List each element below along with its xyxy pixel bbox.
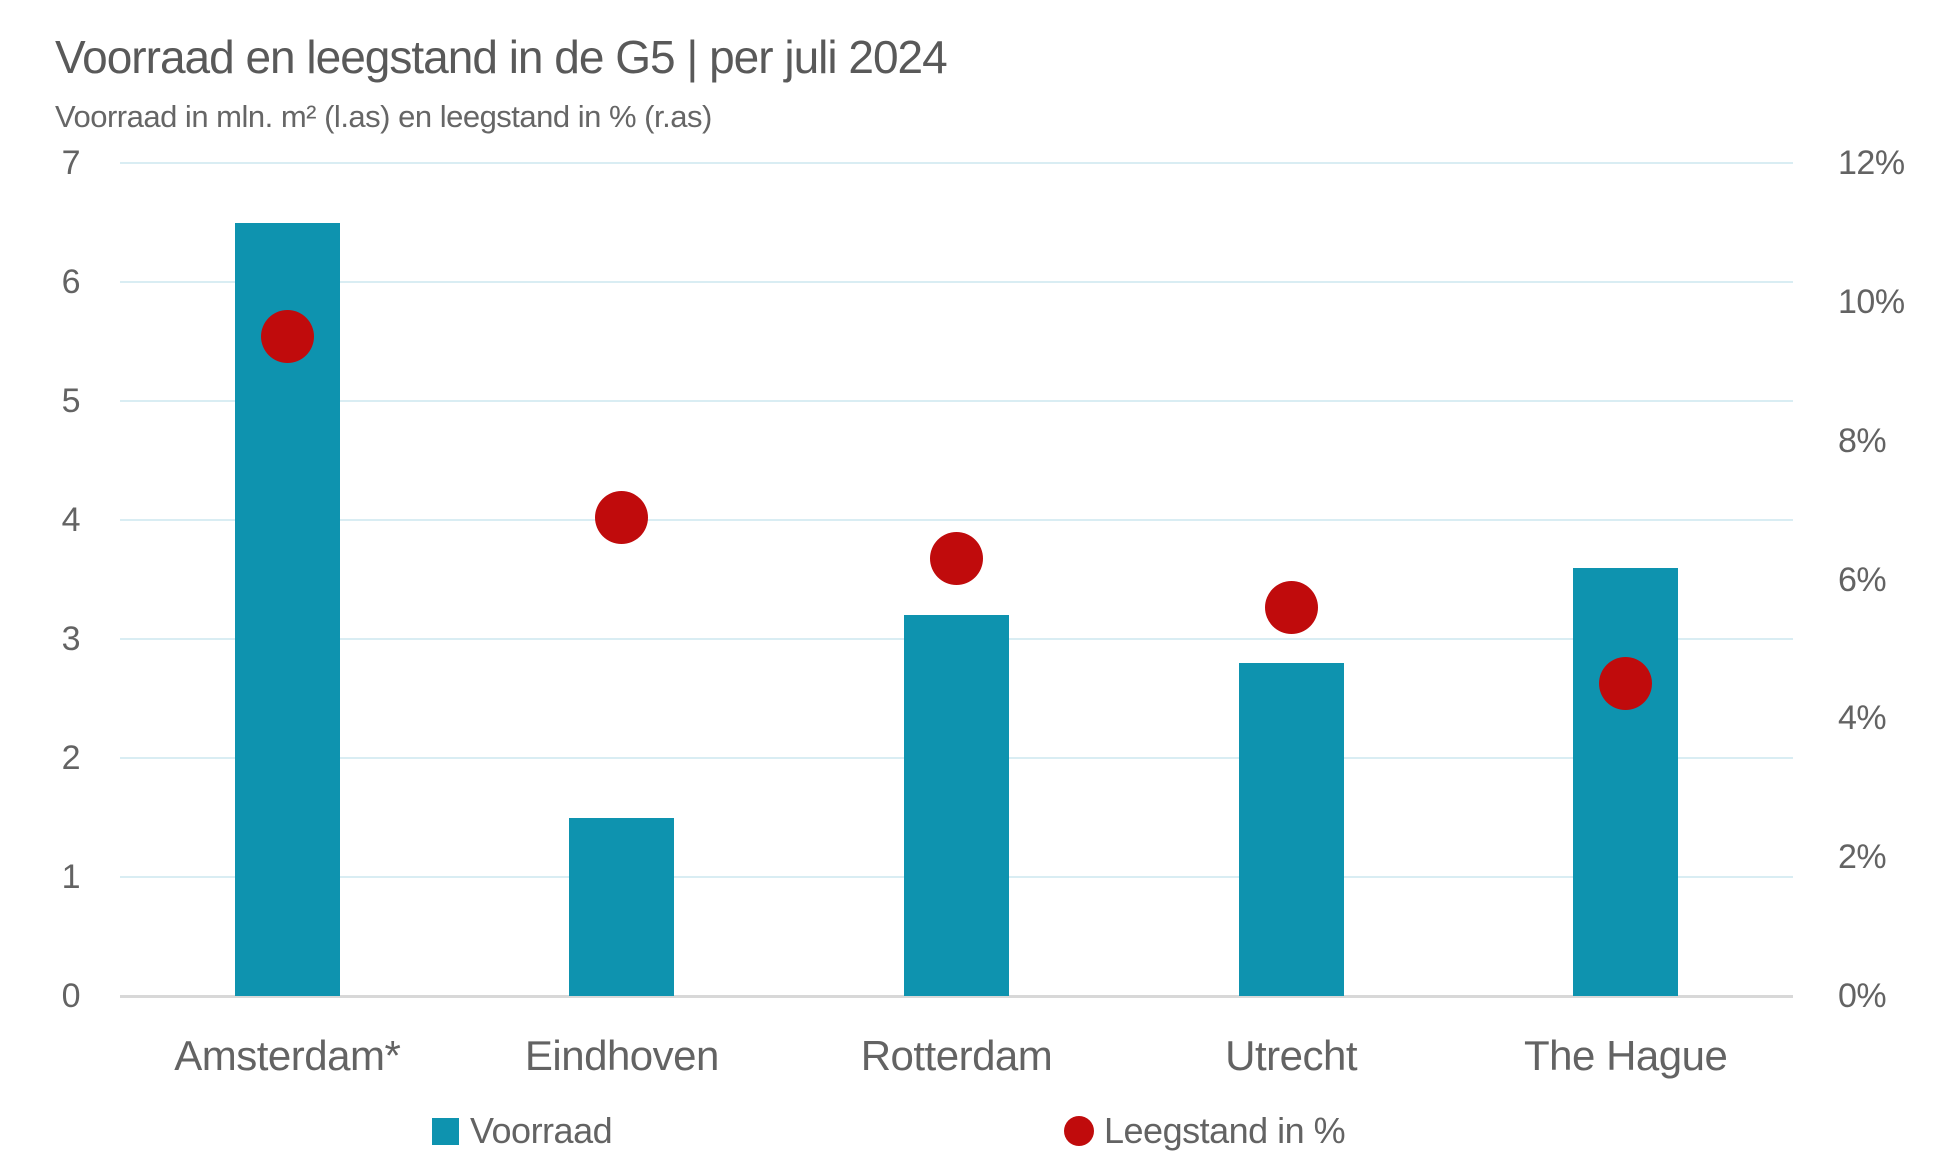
right-axis-tick: 4% — [1838, 699, 1887, 738]
dot-leegstand — [1599, 657, 1653, 711]
legend-voorraad-label: Voorraad — [470, 1110, 613, 1151]
gridline — [120, 162, 1793, 164]
chart-title: Voorraad en leegstand in de G5 | per jul… — [55, 31, 948, 83]
category-label: Utrecht — [1225, 1032, 1358, 1079]
left-axis-tick: 4 — [61, 501, 81, 539]
zero-axis-line — [120, 995, 1793, 998]
left-axis-tick: 2 — [61, 739, 81, 777]
dot-leegstand — [260, 310, 314, 364]
right-axis-tick: 0% — [1838, 977, 1887, 1015]
gridline — [120, 519, 1793, 521]
dot-leegstand — [595, 490, 649, 544]
left-axis-tick: 1 — [61, 858, 81, 896]
left-axis-tick: 5 — [61, 382, 81, 420]
chart-subtitle: Voorraad in mln. m² (l.as) en leegstand … — [55, 99, 712, 134]
bar-voorraad — [1238, 662, 1344, 996]
legend-leegstand-label: Leegstand in % — [1104, 1110, 1346, 1151]
category-label: Amsterdam* — [174, 1032, 401, 1079]
left-axis-tick: 6 — [61, 263, 81, 301]
left-axis-tick: 3 — [61, 620, 81, 658]
plot-area — [120, 162, 1793, 998]
bar-voorraad — [904, 615, 1009, 996]
bar-voorraad — [569, 817, 675, 996]
right-axis-tick: 2% — [1838, 838, 1887, 877]
legend-voorraad-swatch — [432, 1118, 459, 1145]
right-axis-tick: 12% — [1838, 144, 1905, 182]
category-label: Rotterdam — [860, 1032, 1053, 1079]
dot-leegstand — [930, 532, 983, 586]
bar-voorraad — [1573, 567, 1679, 996]
right-axis-tick: 10% — [1838, 282, 1905, 321]
right-axis-tick: 6% — [1838, 560, 1887, 599]
category-label: The Hague — [1524, 1032, 1728, 1079]
right-axis-tick: 8% — [1838, 421, 1887, 460]
dot-leegstand — [1264, 580, 1318, 634]
legend-leegstand-dot-icon — [1064, 1116, 1094, 1146]
left-axis-tick: 7 — [61, 144, 81, 182]
gridline — [120, 400, 1793, 402]
left-axis-tick: 0 — [61, 977, 81, 1015]
gridline — [120, 281, 1793, 283]
category-label: Eindhoven — [524, 1032, 720, 1079]
